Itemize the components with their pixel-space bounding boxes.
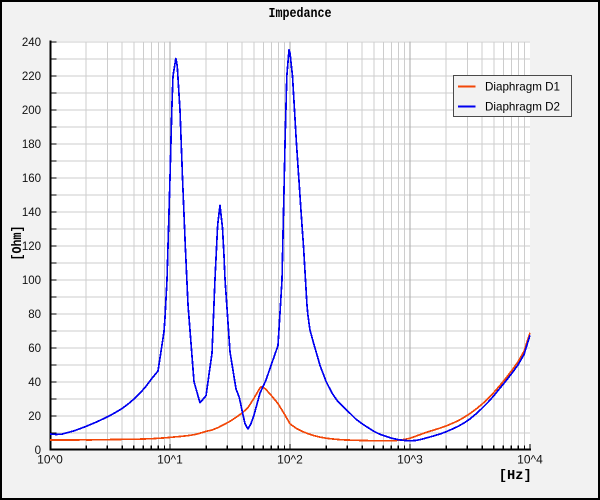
svg-text:10^0: 10^0 [37, 453, 63, 467]
svg-text:80: 80 [28, 309, 41, 321]
svg-text:0: 0 [35, 445, 41, 457]
svg-text:200: 200 [22, 105, 41, 117]
svg-text:10^2: 10^2 [277, 453, 303, 467]
svg-text:[Hz]: [Hz] [499, 469, 532, 484]
svg-text:10^1: 10^1 [157, 453, 183, 467]
svg-text:10^4: 10^4 [517, 453, 543, 467]
svg-text:[Ohm]: [Ohm] [11, 226, 26, 261]
svg-text:20: 20 [28, 411, 41, 423]
svg-text:100: 100 [22, 275, 41, 287]
svg-text:Diaphragm D1: Diaphragm D1 [485, 80, 560, 94]
svg-text:140: 140 [22, 207, 41, 219]
svg-text:160: 160 [22, 173, 41, 185]
svg-text:Impedance: Impedance [269, 7, 332, 22]
svg-text:Diaphragm D2: Diaphragm D2 [485, 100, 560, 114]
svg-text:240: 240 [22, 37, 41, 49]
svg-text:120: 120 [22, 241, 41, 253]
svg-text:60: 60 [28, 343, 41, 355]
svg-text:180: 180 [22, 139, 41, 151]
svg-text:10^3: 10^3 [397, 453, 423, 467]
svg-text:220: 220 [22, 71, 41, 83]
svg-text:40: 40 [28, 377, 41, 389]
